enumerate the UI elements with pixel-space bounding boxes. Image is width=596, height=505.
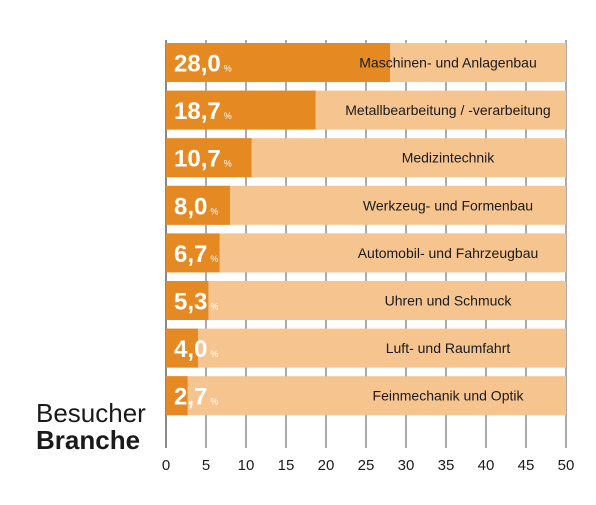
x-tick-label: 50 <box>558 457 575 474</box>
bar-track <box>166 281 566 320</box>
x-tick-label: 0 <box>162 457 170 474</box>
bar-track <box>166 185 566 225</box>
bar <box>166 138 252 178</box>
bar <box>166 90 316 130</box>
bar-track <box>166 328 566 368</box>
chart-title-line1: Besucher <box>36 398 146 428</box>
bar-category-label: Werkzeug- und Formenbau <box>363 197 533 213</box>
bar-category-label: Uhren und Schmuck <box>385 293 513 309</box>
bar-value-label: 28,0% <box>174 51 232 78</box>
bar-value-label: 4,0% <box>174 336 218 363</box>
bar-value-label: 10,7% <box>174 146 232 173</box>
bar <box>166 328 198 368</box>
bar-value-label: 2,7% <box>174 384 218 411</box>
bar-category-label: Automobil- und Fahrzeugbau <box>358 245 539 261</box>
bar-value-label: 8,0% <box>174 193 218 220</box>
x-tick-label: 20 <box>318 457 335 474</box>
bar-category-label: Metallbearbeitung / -verarbeitung <box>345 102 550 118</box>
bar <box>166 233 220 273</box>
x-tick-label: 45 <box>518 457 535 474</box>
x-tick-label: 35 <box>438 457 455 474</box>
x-tick-label: 5 <box>202 457 210 474</box>
x-tick-label: 40 <box>478 457 495 474</box>
bar-category-label: Feinmechanik und Optik <box>373 388 525 404</box>
bar-value-label: 18,7% <box>174 98 232 125</box>
x-tick-label: 25 <box>358 457 375 474</box>
bar <box>166 185 230 225</box>
bar-track <box>166 376 566 416</box>
bar-category-label: Maschinen- und Anlagenbau <box>359 55 536 71</box>
x-tick-label: 30 <box>398 457 415 474</box>
bar <box>166 376 188 416</box>
bar <box>166 43 390 82</box>
bar-category-label: Medizintechnik <box>402 150 496 166</box>
bar-value-label: 5,3% <box>174 289 218 316</box>
bar-track <box>166 233 566 273</box>
x-tick-label: 15 <box>278 457 295 474</box>
bar-value-label: 6,7% <box>174 241 218 268</box>
chart-title-line2: Branche <box>36 425 141 455</box>
x-tick-label: 10 <box>238 457 255 474</box>
bar-category-label: Luft- und Raumfahrt <box>386 340 511 356</box>
bar <box>166 281 209 320</box>
